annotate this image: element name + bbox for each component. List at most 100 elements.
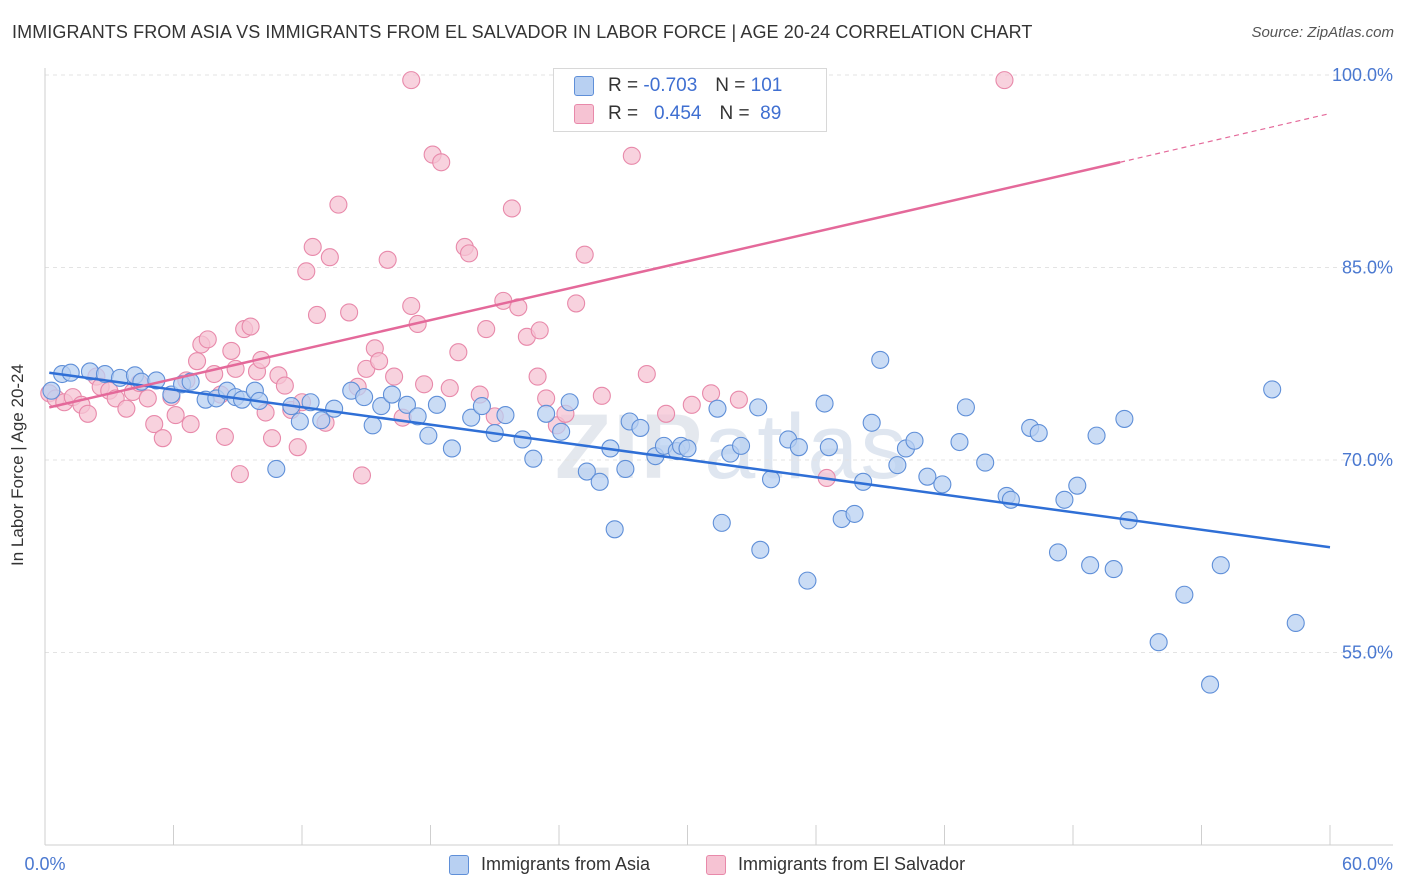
stats-n-label-elsalvador: N = (719, 103, 750, 124)
point-elsalvador (995, 71, 1014, 90)
point-asia (616, 459, 635, 479)
point-asia (1263, 380, 1282, 399)
point-elsalvador (657, 404, 676, 423)
point-asia (918, 467, 937, 486)
point-elsalvador (702, 384, 721, 403)
point-elsalvador (370, 352, 389, 371)
point-elsalvador (592, 386, 611, 405)
point-asia (408, 407, 427, 426)
y-axis-label: In Labor Force | Age 20-24 (8, 364, 27, 566)
stats-row-elsalvador: R = 0.454 N = 89 (574, 101, 781, 127)
point-elsalvador (537, 389, 556, 408)
point-elsalvador (415, 375, 434, 394)
point-elsalvador (502, 199, 521, 218)
point-elsalvador (340, 303, 359, 322)
point-asia (363, 416, 382, 435)
point-asia (472, 397, 491, 416)
point-asia (731, 436, 751, 455)
point-asia (1175, 585, 1194, 604)
y-tick-label: 55.0% (1342, 643, 1393, 663)
point-asia (819, 438, 838, 457)
stats-r-value-asia: -0.703 (643, 75, 698, 96)
point-elsalvador (288, 438, 307, 457)
point-asia (355, 388, 374, 407)
stats-n-value-elsalvador: 89 (760, 103, 782, 124)
point-asia (462, 408, 481, 427)
point-asia (1068, 476, 1087, 495)
point-elsalvador (729, 390, 748, 409)
point-elsalvador (307, 305, 327, 325)
point-asia (397, 395, 416, 414)
point-asia (1104, 560, 1123, 579)
point-asia (605, 520, 624, 539)
stats-swatch-asia (574, 76, 594, 96)
point-elsalvador (297, 262, 316, 281)
point-asia (560, 393, 579, 412)
point-asia (712, 513, 731, 532)
point-asia (976, 453, 995, 472)
point-elsalvador (682, 395, 701, 414)
point-elsalvador (117, 399, 136, 418)
point-asia (442, 439, 461, 458)
point-asia (708, 399, 727, 418)
point-asia (1149, 633, 1168, 652)
point-asia (1081, 556, 1100, 575)
point-asia (761, 470, 781, 489)
point-asia (267, 459, 286, 479)
point-asia (290, 412, 309, 431)
point-elsalvador (440, 379, 459, 398)
x-tick-label: 60.0% (1342, 854, 1393, 874)
chart-title: IMMIGRANTS FROM ASIA VS IMMIGRANTS FROM … (12, 22, 1033, 42)
point-asia (798, 571, 817, 590)
point-elsalvador (385, 367, 404, 386)
point-elsalvador (575, 245, 594, 264)
point-elsalvador (188, 352, 207, 371)
point-elsalvador (303, 237, 322, 257)
stats-n-label-asia: N = (715, 75, 746, 96)
point-asia (577, 462, 596, 481)
point-asia (789, 438, 808, 457)
point-asia (1286, 613, 1305, 633)
point-elsalvador (530, 321, 549, 340)
point-asia (1211, 556, 1230, 575)
point-asia (312, 411, 331, 430)
point-asia (496, 406, 515, 425)
point-asia (749, 398, 768, 417)
point-asia (382, 385, 402, 404)
point-elsalvador (230, 465, 249, 484)
y-tick-label: 70.0% (1342, 450, 1393, 470)
trendline-elsalvador (49, 161, 1121, 409)
point-elsalvador (275, 376, 294, 395)
legend-item-asia[interactable]: Immigrants from Asia (449, 854, 650, 875)
stats-r-value-elsalvador: 0.454 (653, 103, 702, 124)
trendline-extension-elsalvador (1119, 112, 1331, 163)
point-asia (933, 475, 952, 494)
stats-row-asia: R = -0.703 N = 101 (574, 73, 782, 99)
point-elsalvador (449, 343, 468, 362)
point-asia (815, 394, 834, 413)
y-tick-label: 85.0% (1342, 258, 1393, 278)
point-asia (871, 350, 890, 369)
point-asia (950, 432, 969, 452)
y-tick-label: 100.0% (1332, 65, 1393, 85)
legend-label-asia: Immigrants from Asia (481, 854, 651, 874)
point-elsalvador (432, 153, 451, 172)
point-asia (1201, 675, 1220, 694)
point-elsalvador (222, 341, 241, 360)
point-elsalvador (166, 406, 185, 425)
point-asia (42, 381, 61, 400)
point-asia (862, 413, 881, 432)
point-asia (845, 504, 864, 523)
point-elsalvador (215, 427, 234, 446)
point-elsalvador (138, 389, 157, 408)
point-asia (1029, 423, 1048, 443)
point-asia (888, 456, 907, 475)
point-elsalvador (477, 320, 496, 339)
point-asia (905, 431, 924, 450)
point-asia (524, 449, 543, 468)
legend-item-elsalvador[interactable]: Immigrants from El Salvador (706, 854, 965, 875)
point-asia (61, 363, 80, 382)
point-asia (1055, 490, 1074, 509)
point-elsalvador (145, 415, 164, 434)
